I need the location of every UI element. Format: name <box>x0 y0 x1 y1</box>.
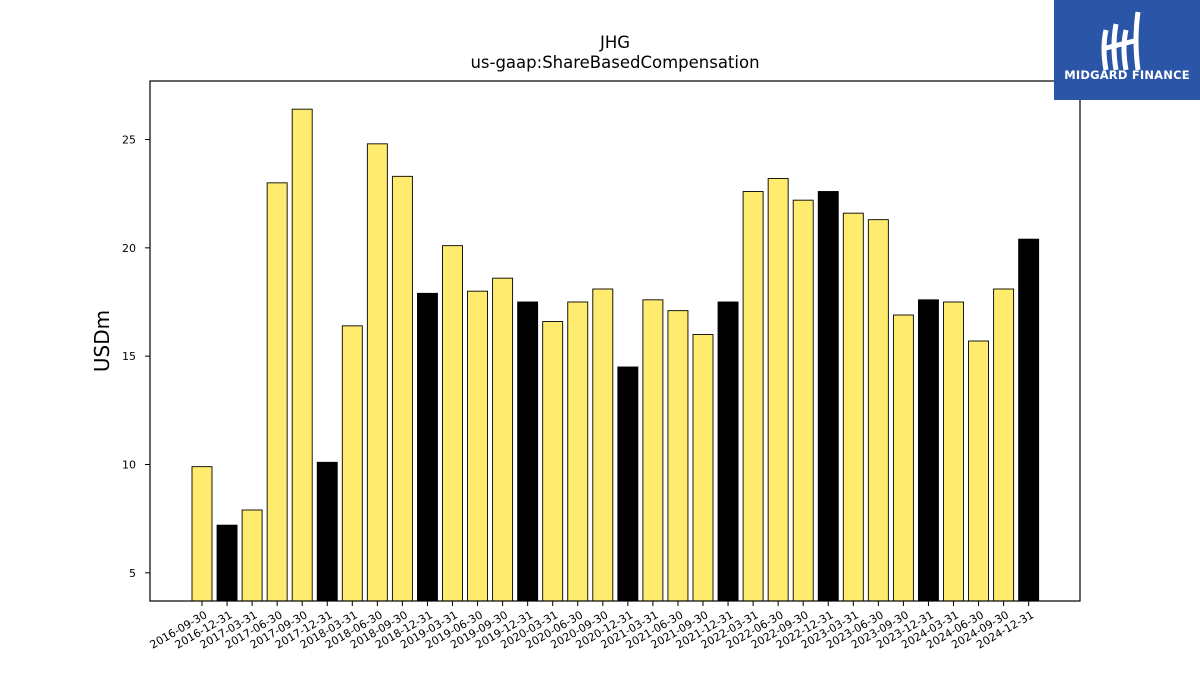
bar-2020-09-30 <box>592 288 614 602</box>
bar-2021-09-30 <box>692 334 714 602</box>
bar-2024-12-31 <box>1018 238 1040 602</box>
bar-2023-03-31 <box>842 212 864 602</box>
brand-logo: MIDGARD FINANCE <box>1054 0 1200 100</box>
bar-2024-03-31 <box>943 301 964 602</box>
bar-2020-06-30 <box>567 301 589 602</box>
bar-2021-12-31 <box>717 301 739 602</box>
y-tick-label: 10 <box>122 459 136 472</box>
bar-2023-12-31 <box>918 299 939 602</box>
bar-2019-12-31 <box>517 301 539 602</box>
y-tick-label: 5 <box>129 567 136 580</box>
bar-2024-09-30 <box>993 288 1015 602</box>
x-axis: 2016-09-302016-12-312017-03-312017-06-30… <box>148 601 1036 652</box>
bar-2020-12-31 <box>617 366 639 602</box>
bar-2018-06-30 <box>366 143 388 602</box>
bar-2018-03-31 <box>341 325 363 602</box>
bar-2019-09-30 <box>492 277 514 602</box>
bar-2018-12-31 <box>417 292 438 602</box>
bar-2024-06-30 <box>968 340 989 602</box>
chart-subtitle: us-gaap:ShareBasedCompensation <box>470 53 759 72</box>
bar-series <box>191 108 1040 602</box>
bar-2017-12-31 <box>316 461 338 602</box>
bar-2020-03-31 <box>542 321 564 602</box>
midgard-logo-icon <box>1101 11 1141 71</box>
y-axis: 5 10 15 20 25 <box>122 134 150 580</box>
plot-frame <box>149 80 1081 602</box>
y-tick-label: 25 <box>122 134 136 147</box>
bar-2021-03-31 <box>642 299 664 602</box>
bar-2023-06-30 <box>867 219 889 602</box>
bar-2022-03-31 <box>742 191 764 602</box>
bar-2016-09-30 <box>191 466 213 602</box>
bar-2017-06-30 <box>266 182 288 602</box>
bar-2017-03-31 <box>241 509 263 602</box>
y-tick-label: 15 <box>122 350 136 363</box>
chart-title: JHG <box>599 33 630 52</box>
bar-2021-06-30 <box>667 310 689 602</box>
bar-2023-09-30 <box>892 314 914 602</box>
bar-2022-12-31 <box>817 191 839 602</box>
bar-2019-03-31 <box>442 245 463 602</box>
bar-2022-06-30 <box>767 178 789 602</box>
brand-name: MIDGARD FINANCE <box>1064 68 1190 82</box>
y-axis-label: USDm <box>90 310 114 372</box>
bar-2016-12-31 <box>216 524 238 602</box>
bar-2018-09-30 <box>391 175 413 602</box>
bar-2017-09-30 <box>291 108 313 602</box>
y-tick-label: 20 <box>122 242 136 255</box>
bar-2022-09-30 <box>792 199 814 602</box>
bar-2019-06-30 <box>467 290 488 602</box>
